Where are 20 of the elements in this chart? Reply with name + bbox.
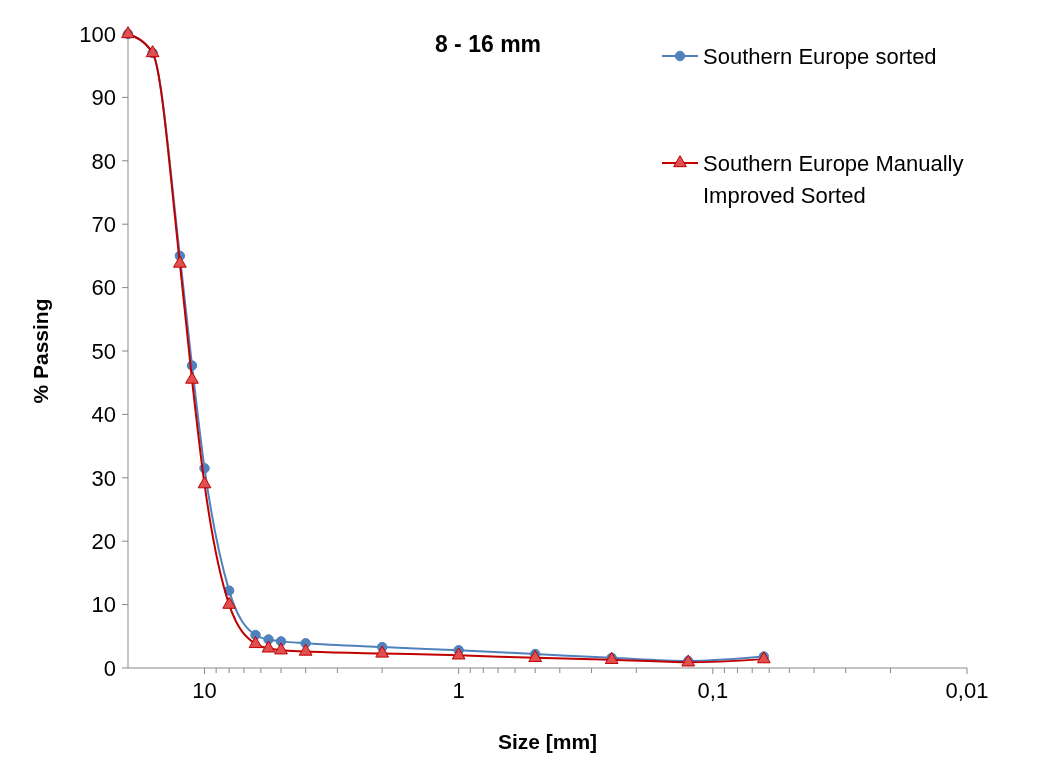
y-tick-label: 20 [91,528,116,554]
x-tick-label: 0,1 [697,678,729,703]
x-tick-label: 10 [192,678,217,703]
legend-label: Southern Europe Manually Improved Sorted [703,150,964,208]
y-axis-title: % Passing [29,298,52,404]
legend-label: Southern Europe sorted [703,43,937,69]
y-tick-label: 60 [91,275,116,301]
chart-title: 8 - 16 mm [434,31,542,57]
x-tick-label: 0,01 [945,678,989,703]
y-tick-label: 100 [79,21,116,47]
y-tick-label: 30 [91,465,116,491]
y-tick-label: 0 [103,655,116,681]
y-tick-label: 80 [91,148,116,174]
y-tick-label: 40 [91,402,116,428]
y-tick-label: 70 [91,211,116,237]
y-tick-label: 50 [91,338,116,364]
x-axis-title: Size [mm] [497,730,598,753]
y-tick-label: 90 [91,85,116,111]
y-tick-label: 10 [91,592,116,618]
x-tick-label: 1 [452,678,465,703]
